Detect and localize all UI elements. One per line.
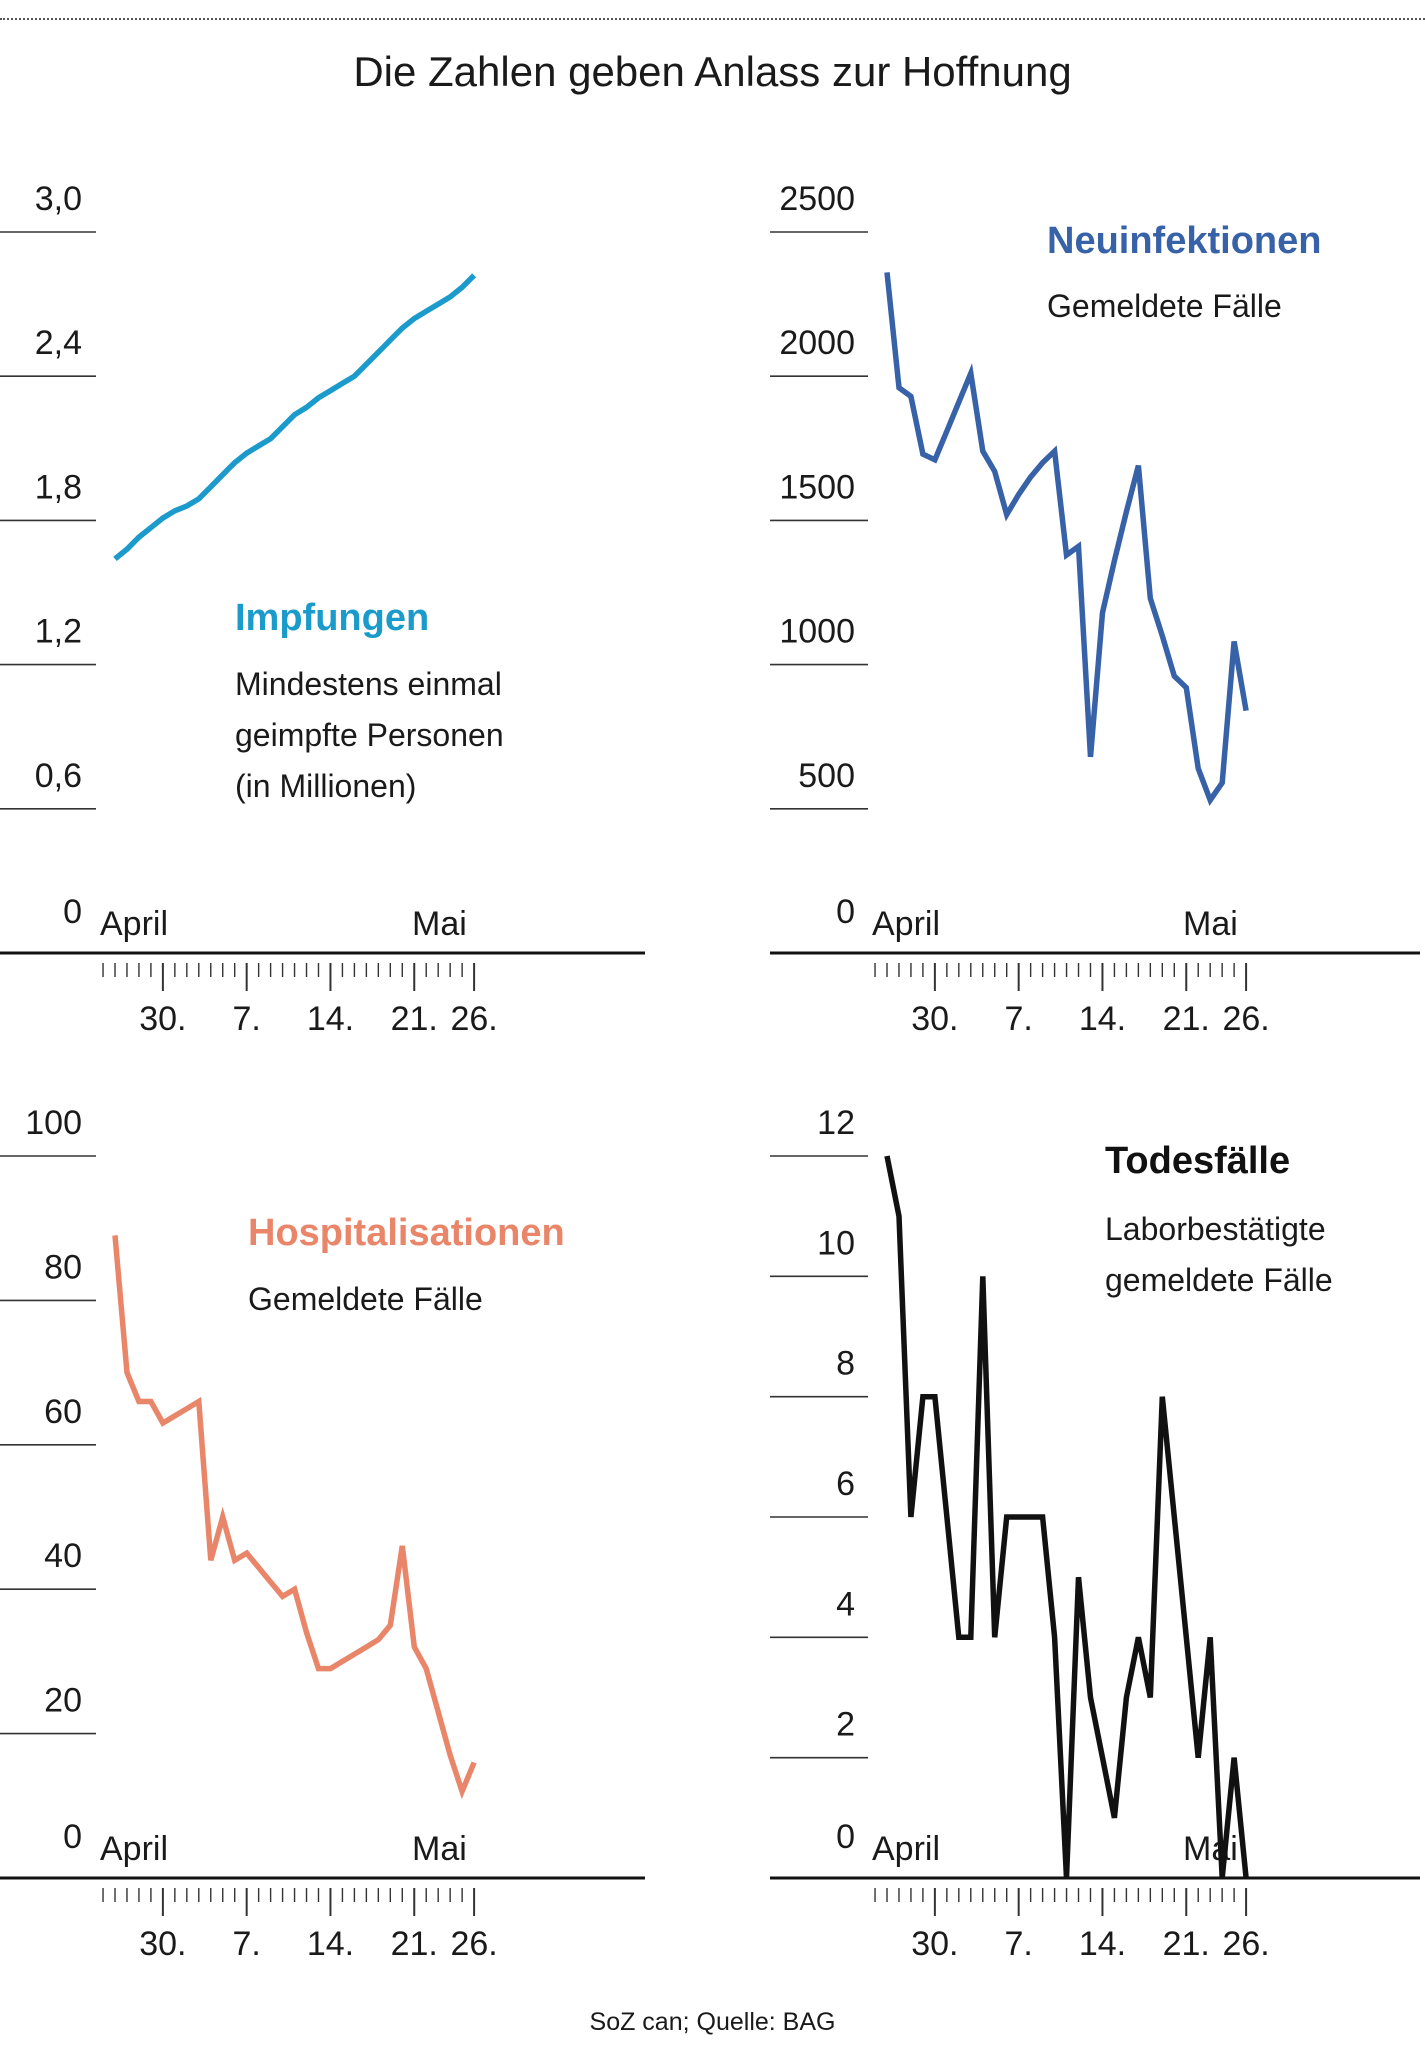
x-tick-label: 26. [1222, 1925, 1269, 1963]
x-tick-label: 7. [1004, 1925, 1032, 1963]
source-note: SoZ can; Quelle: BAG [0, 2008, 1425, 2037]
y-tick-label: 2 [836, 1706, 855, 1744]
x-tick-label: 30. [911, 1925, 958, 1963]
y-tick-label: 6 [836, 1465, 855, 1503]
y-tick-label: 12 [817, 1104, 855, 1142]
y-tick-label: 0 [836, 1818, 855, 1856]
y-tick-label: 10 [817, 1224, 855, 1262]
series-subtitle: gemeldete Fälle [1105, 1262, 1333, 1298]
month-label: April [872, 1830, 940, 1868]
y-tick-label: 8 [836, 1345, 855, 1383]
series-title: Todesfälle [1105, 1140, 1290, 1182]
x-tick-label: 21. [1163, 1925, 1210, 1963]
series-subtitle: Laborbestätigte [1105, 1211, 1326, 1247]
x-tick-label: 14. [1079, 1925, 1126, 1963]
month-label: Mai [1183, 1830, 1238, 1868]
chart-todesfaelle: 0 2 4 6 8 10 12 30. 7. 14. 21. 26. April Mai Todesfäll… [0, 0, 1425, 2048]
y-tick-label: 4 [836, 1585, 855, 1623]
